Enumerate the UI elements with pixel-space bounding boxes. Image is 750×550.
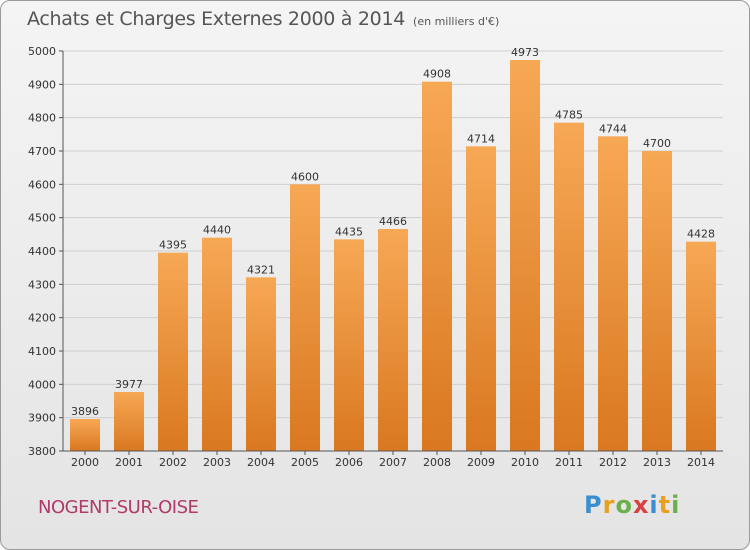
bar-2010[interactable] [510, 60, 540, 451]
logo-letter: r [602, 491, 616, 519]
data-label: 4744 [599, 122, 627, 135]
data-label: 4714 [467, 132, 495, 145]
data-label: 4973 [511, 46, 539, 59]
commune-name: NOGENT-SUR-OISE [38, 497, 199, 518]
data-label: 4466 [379, 215, 407, 228]
y-tick-label: 4300 [28, 278, 56, 291]
logo-letter: x [632, 491, 650, 519]
x-tick-label: 2013 [643, 456, 671, 469]
x-tick-label: 2011 [555, 456, 583, 469]
x-tick-label: 2000 [71, 456, 99, 469]
x-tick-label: 2014 [687, 456, 715, 469]
bar-2002[interactable] [158, 252, 188, 451]
data-label: 4321 [247, 263, 275, 276]
data-label: 3977 [115, 378, 143, 391]
y-tick-label: 3900 [28, 412, 56, 425]
logo-letter: t [658, 491, 672, 519]
y-tick-label: 4700 [28, 145, 56, 158]
logo-letter: o [615, 491, 633, 519]
y-tick-label: 4200 [28, 312, 56, 325]
y-tick-label: 4600 [28, 178, 56, 191]
data-label: 4908 [423, 68, 451, 81]
data-label: 4600 [291, 170, 319, 183]
x-tick-label: 2012 [599, 456, 627, 469]
data-label: 3896 [71, 405, 99, 418]
y-tick-label: 4900 [28, 78, 56, 91]
proxiti-logo[interactable]: Proxiti [584, 491, 680, 519]
y-tick-label: 3800 [28, 445, 56, 458]
x-tick-label: 2003 [203, 456, 231, 469]
x-tick-label: 2007 [379, 456, 407, 469]
x-tick-label: 2006 [335, 456, 363, 469]
x-tick-label: 2004 [247, 456, 275, 469]
x-tick-label: 2009 [467, 456, 495, 469]
chart-subtitle: (en milliers d'€) [413, 15, 500, 28]
y-tick-label: 4800 [28, 112, 56, 125]
bar-2005[interactable] [290, 184, 320, 452]
x-tick-label: 2002 [159, 456, 187, 469]
bar-2007[interactable] [378, 229, 408, 451]
y-tick-label: 4500 [28, 212, 56, 225]
bar-2003[interactable] [202, 237, 232, 451]
bar-2008[interactable] [422, 81, 452, 452]
y-tick-label: 4400 [28, 245, 56, 258]
logo-letter: i [671, 491, 681, 519]
x-tick-label: 2005 [291, 456, 319, 469]
y-tick-label: 4000 [28, 378, 56, 391]
x-tick-label: 2001 [115, 456, 143, 469]
data-label: 4700 [643, 137, 671, 150]
data-label: 4395 [159, 239, 187, 252]
title-row: Achats et Charges Externes 2000 à 2014 (e… [27, 8, 499, 30]
data-label: 4785 [555, 109, 583, 122]
bar-2011[interactable] [554, 122, 584, 452]
data-label: 4435 [335, 225, 363, 238]
bars: 3896 3977 4395 4440 4321 4600 4435 4466 4908 4714… [70, 46, 716, 452]
y-tick-label: 4100 [28, 345, 56, 358]
logo-letter: P [584, 491, 603, 519]
bar-2001[interactable] [114, 392, 144, 451]
logo-letter: i [649, 491, 659, 519]
data-label: 4428 [687, 228, 715, 241]
bar-2000[interactable] [70, 419, 100, 451]
bar-2006[interactable] [334, 239, 364, 451]
bar-2009[interactable] [466, 146, 496, 452]
bar-2004[interactable] [246, 277, 276, 451]
bar-2012[interactable] [598, 136, 628, 452]
axes: 3800 3900 4000 4100 4200 4300 4400 4500 4600 4700… [28, 45, 723, 469]
y-tick-label: 5000 [28, 45, 56, 58]
bar-2014[interactable] [686, 241, 716, 451]
bar-2013[interactable] [642, 151, 672, 451]
x-tick-label: 2010 [511, 456, 539, 469]
x-tick-label: 2008 [423, 456, 451, 469]
data-label: 4440 [203, 224, 231, 237]
chart-title: Achats et Charges Externes 2000 à 2014 [27, 8, 406, 30]
